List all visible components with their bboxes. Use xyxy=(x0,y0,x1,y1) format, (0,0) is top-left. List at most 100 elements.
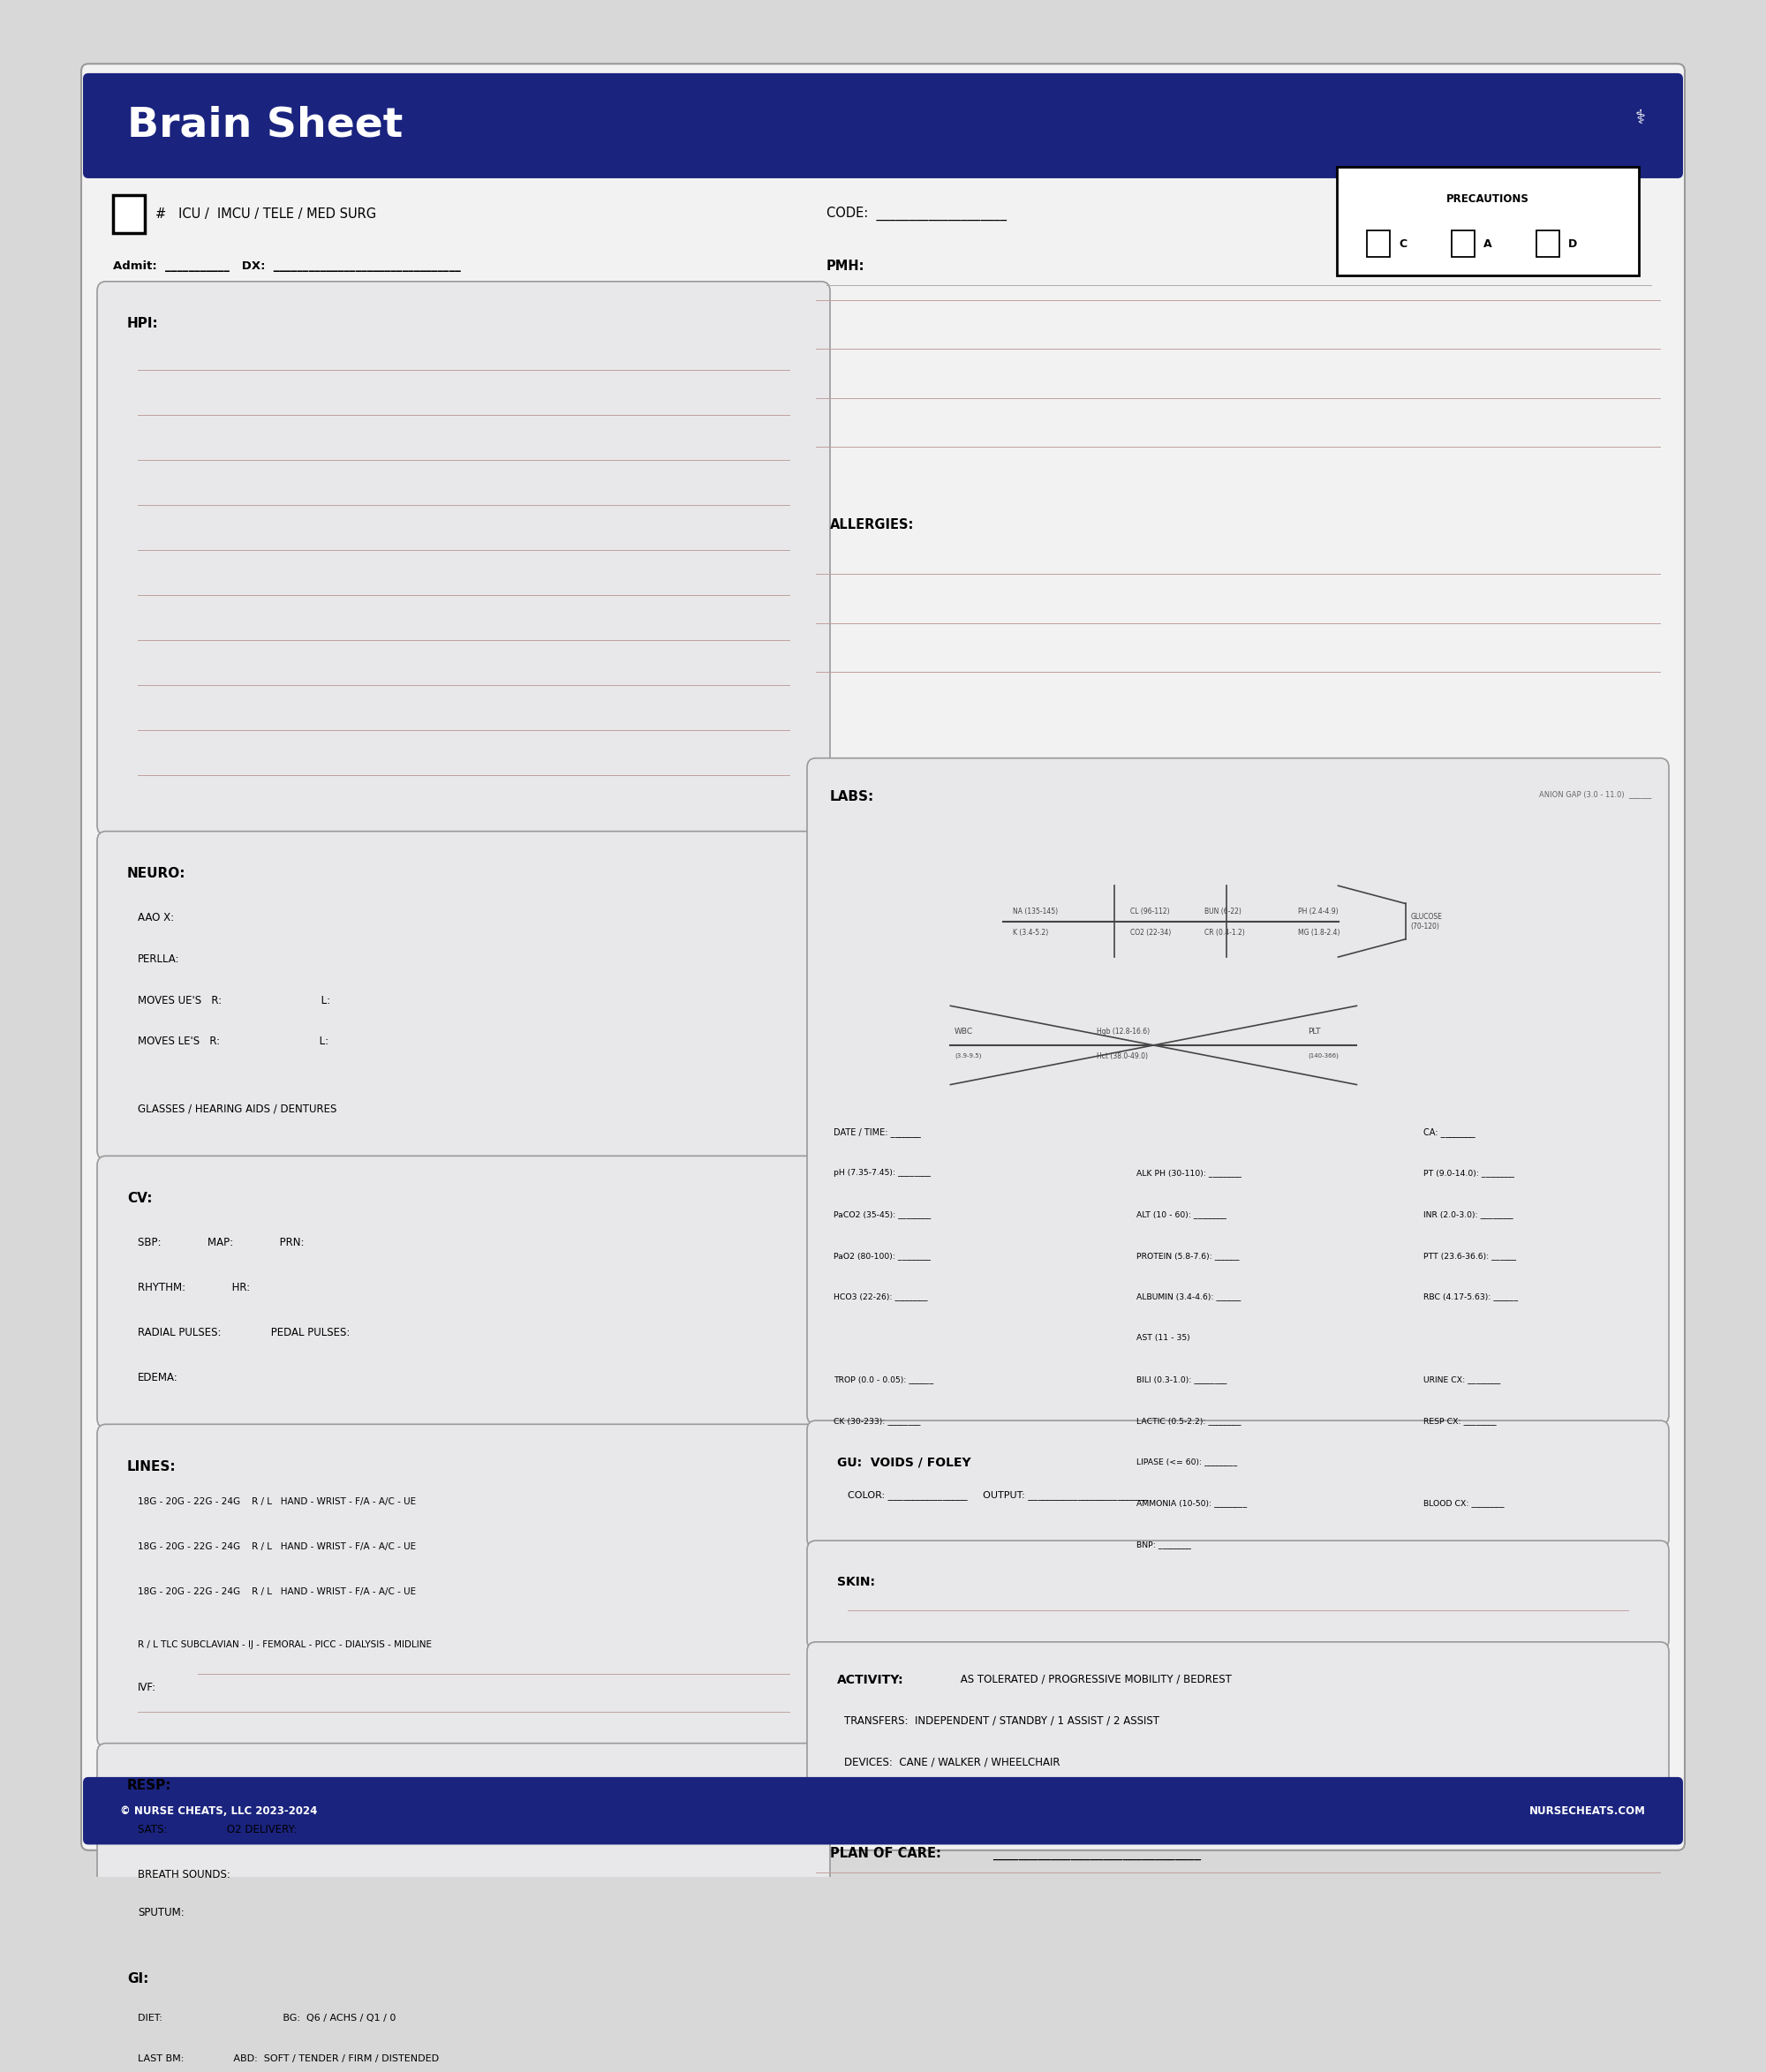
FancyBboxPatch shape xyxy=(807,1641,1669,1825)
Text: EDEMA:: EDEMA: xyxy=(138,1372,178,1384)
Text: MOVES LE'S   R:                              L:: MOVES LE'S R: L: xyxy=(138,1036,328,1046)
FancyBboxPatch shape xyxy=(807,758,1669,1423)
Text: PTT (23.6-36.6): ______: PTT (23.6-36.6): ______ xyxy=(1423,1251,1517,1260)
Text: RHYTHM:              HR:: RHYTHM: HR: xyxy=(138,1283,251,1293)
Text: MG (1.8-2.4): MG (1.8-2.4) xyxy=(1298,928,1340,937)
FancyBboxPatch shape xyxy=(83,73,1683,178)
Text: BNP: ________: BNP: ________ xyxy=(1137,1542,1192,1548)
Text: AST (11 - 35): AST (11 - 35) xyxy=(1137,1334,1190,1343)
Text: A: A xyxy=(1483,238,1492,251)
Text: ⚕: ⚕ xyxy=(1635,110,1646,126)
Text: INR (2.0-3.0): ________: INR (2.0-3.0): ________ xyxy=(1423,1210,1513,1218)
Text: BILI (0.3-1.0): ________: BILI (0.3-1.0): ________ xyxy=(1137,1376,1227,1384)
Text: pH (7.35-7.45): ________: pH (7.35-7.45): ________ xyxy=(834,1169,931,1177)
Text: LAST BM:                ABD:  SOFT / TENDER / FIRM / DISTENDED: LAST BM: ABD: SOFT / TENDER / FIRM / DIS… xyxy=(138,2055,440,2064)
Text: LINES:: LINES: xyxy=(127,1461,177,1473)
Text: 18G - 20G - 22G - 24G    R / L   HAND - WRIST - F/A - A/C - UE: 18G - 20G - 22G - 24G R / L HAND - WRIST… xyxy=(138,1587,417,1595)
Text: PLT: PLT xyxy=(1309,1028,1321,1036)
Text: CO2 (22-34): CO2 (22-34) xyxy=(1130,928,1171,937)
Text: CR (0.4-1.2): CR (0.4-1.2) xyxy=(1204,928,1245,937)
Text: AAO X:: AAO X: xyxy=(138,912,175,924)
Text: WBC: WBC xyxy=(954,1028,973,1036)
FancyBboxPatch shape xyxy=(83,1778,1683,1844)
Text: HPI:: HPI: xyxy=(127,317,159,329)
Text: COLOR: ________________     OUTPUT: ________________________: COLOR: ________________ OUTPUT: ________… xyxy=(848,1490,1148,1500)
Text: GU:  VOIDS / FOLEY: GU: VOIDS / FOLEY xyxy=(837,1457,971,1469)
Text: GLASSES / HEARING AIDS / DENTURES: GLASSES / HEARING AIDS / DENTURES xyxy=(138,1104,337,1115)
Text: RESP CX: ________: RESP CX: ________ xyxy=(1423,1417,1496,1426)
FancyBboxPatch shape xyxy=(97,831,830,1160)
FancyBboxPatch shape xyxy=(81,64,1685,1850)
Bar xyxy=(113,195,145,232)
Text: ALLERGIES:: ALLERGIES: xyxy=(830,518,915,530)
Text: ALK PH (30-110): ________: ALK PH (30-110): ________ xyxy=(1137,1169,1241,1177)
Text: URINE CX: ________: URINE CX: ________ xyxy=(1423,1376,1501,1384)
Bar xyxy=(1367,230,1390,257)
Text: SKIN:: SKIN: xyxy=(837,1577,876,1589)
FancyBboxPatch shape xyxy=(97,282,830,835)
Text: DATE / TIME: _______: DATE / TIME: _______ xyxy=(834,1127,920,1138)
Text: BREATH SOUNDS:: BREATH SOUNDS: xyxy=(138,1869,230,1881)
FancyBboxPatch shape xyxy=(97,1743,830,1939)
Text: SPUTUM:: SPUTUM: xyxy=(138,1906,184,1919)
Text: TRANSFERS:  INDEPENDENT / STANDBY / 1 ASSIST / 2 ASSIST: TRANSFERS: INDEPENDENT / STANDBY / 1 ASS… xyxy=(844,1716,1158,1726)
Text: NEURO:: NEURO: xyxy=(127,866,185,881)
Text: (140-366): (140-366) xyxy=(1309,1053,1339,1059)
Text: PaO2 (80-100): ________: PaO2 (80-100): ________ xyxy=(834,1251,931,1260)
Text: RBC (4.17-5.63): ______: RBC (4.17-5.63): ______ xyxy=(1423,1293,1519,1301)
Text: LIPASE (<= 60): ________: LIPASE (<= 60): ________ xyxy=(1137,1459,1238,1467)
Text: ________________________________: ________________________________ xyxy=(992,1846,1201,1861)
Text: CA: ________: CA: ________ xyxy=(1423,1127,1475,1138)
Text: 18G - 20G - 22G - 24G    R / L   HAND - WRIST - F/A - A/C - UE: 18G - 20G - 22G - 24G R / L HAND - WRIST… xyxy=(138,1498,417,1506)
Text: NA (135-145): NA (135-145) xyxy=(1012,908,1058,916)
Text: RESP:: RESP: xyxy=(127,1780,171,1792)
Text: D: D xyxy=(1568,238,1577,251)
Text: Admit:  ___________   DX:  ________________________________: Admit: ___________ DX: _________________… xyxy=(113,261,461,271)
Text: 18G - 20G - 22G - 24G    R / L   HAND - WRIST - F/A - A/C - UE: 18G - 20G - 22G - 24G R / L HAND - WRIST… xyxy=(138,1542,417,1552)
Text: CODE:  ____________________: CODE: ____________________ xyxy=(826,207,1007,222)
Text: R / L TLC SUBCLAVIAN - IJ - FEMORAL - PICC - DIALYSIS - MIDLINE: R / L TLC SUBCLAVIAN - IJ - FEMORAL - PI… xyxy=(138,1641,431,1649)
Text: HCO3 (22-26): ________: HCO3 (22-26): ________ xyxy=(834,1293,927,1301)
Text: GI:: GI: xyxy=(127,1973,148,1985)
Text: MOVES UE'S   R:                              L:: MOVES UE'S R: L: xyxy=(138,995,330,1007)
Text: PROTEIN (5.8-7.6): ______: PROTEIN (5.8-7.6): ______ xyxy=(1137,1251,1240,1260)
Text: GLUCOSE
(70-120): GLUCOSE (70-120) xyxy=(1411,912,1443,930)
Text: PH (2.4-4.9): PH (2.4-4.9) xyxy=(1298,908,1339,916)
Text: NURSECHEATS.COM: NURSECHEATS.COM xyxy=(1529,1805,1646,1817)
FancyBboxPatch shape xyxy=(97,1937,830,2072)
Text: PRECAUTIONS: PRECAUTIONS xyxy=(1446,193,1529,205)
Text: © NURSE CHEATS, LLC 2023-2024: © NURSE CHEATS, LLC 2023-2024 xyxy=(120,1805,318,1817)
Text: ANION GAP (3.0 - 11.0)  ______: ANION GAP (3.0 - 11.0) ______ xyxy=(1538,789,1651,798)
Text: PMH:: PMH: xyxy=(826,259,865,274)
FancyBboxPatch shape xyxy=(1337,168,1639,276)
Bar xyxy=(1452,230,1475,257)
Text: CV:: CV: xyxy=(127,1191,152,1204)
Text: K (3.4-5.2): K (3.4-5.2) xyxy=(1012,928,1049,937)
Text: IVF:: IVF: xyxy=(138,1680,157,1693)
Text: C: C xyxy=(1399,238,1408,251)
Text: TROP (0.0 - 0.05): ______: TROP (0.0 - 0.05): ______ xyxy=(834,1376,934,1384)
Text: AMMONIA (10-50): ________: AMMONIA (10-50): ________ xyxy=(1137,1500,1247,1506)
Text: (3.9-9.5): (3.9-9.5) xyxy=(954,1053,982,1059)
Text: PERLLA:: PERLLA: xyxy=(138,953,180,966)
Text: RADIAL PULSES:               PEDAL PULSES:: RADIAL PULSES: PEDAL PULSES: xyxy=(138,1326,350,1339)
Text: Hgb (12.8-16.6): Hgb (12.8-16.6) xyxy=(1097,1028,1150,1036)
Text: BLOOD CX: ________: BLOOD CX: ________ xyxy=(1423,1500,1505,1506)
FancyBboxPatch shape xyxy=(807,1542,1669,1649)
Text: CK (30-233): ________: CK (30-233): ________ xyxy=(834,1417,920,1426)
Text: DEVICES:  CANE / WALKER / WHEELCHAIR: DEVICES: CANE / WALKER / WHEELCHAIR xyxy=(844,1757,1060,1767)
Text: PT (9.0-14.0): ________: PT (9.0-14.0): ________ xyxy=(1423,1169,1515,1177)
Text: PLAN OF CARE:: PLAN OF CARE: xyxy=(830,1846,941,1861)
Text: Brain Sheet: Brain Sheet xyxy=(127,106,403,145)
FancyBboxPatch shape xyxy=(97,1423,830,1747)
Text: LABS:: LABS: xyxy=(830,789,874,804)
FancyBboxPatch shape xyxy=(807,1421,1669,1548)
Text: DIET:                                       BG:  Q6 / ACHS / Q1 / 0: DIET: BG: Q6 / ACHS / Q1 / 0 xyxy=(138,2014,396,2022)
Text: BUN (6-22): BUN (6-22) xyxy=(1204,908,1241,916)
FancyBboxPatch shape xyxy=(97,1156,830,1428)
Text: SBP:              MAP:              PRN:: SBP: MAP: PRN: xyxy=(138,1237,304,1247)
Bar xyxy=(1536,230,1559,257)
Text: CL (96-112): CL (96-112) xyxy=(1130,908,1169,916)
Text: Hct (38.0-49.0): Hct (38.0-49.0) xyxy=(1097,1053,1148,1061)
Text: PaCO2 (35-45): ________: PaCO2 (35-45): ________ xyxy=(834,1210,931,1218)
